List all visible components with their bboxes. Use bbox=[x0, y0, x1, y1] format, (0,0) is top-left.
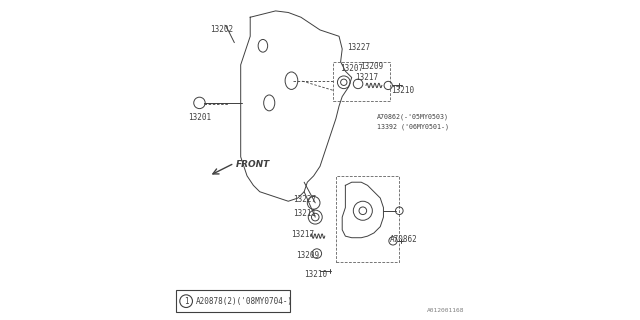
Text: FRONT: FRONT bbox=[236, 160, 270, 169]
FancyBboxPatch shape bbox=[175, 290, 290, 312]
Text: 13227: 13227 bbox=[347, 43, 370, 52]
Text: 13207: 13207 bbox=[340, 63, 364, 73]
Text: A012001168: A012001168 bbox=[427, 308, 465, 313]
Text: 13210: 13210 bbox=[392, 86, 415, 95]
Text: A70862(-'05MY0503): A70862(-'05MY0503) bbox=[377, 114, 449, 120]
Text: 13202: 13202 bbox=[211, 25, 234, 35]
Text: 13211: 13211 bbox=[293, 209, 316, 219]
Text: A20878(2)('08MY0704-): A20878(2)('08MY0704-) bbox=[196, 297, 292, 306]
Text: 1: 1 bbox=[184, 297, 188, 306]
Text: 13201: 13201 bbox=[188, 113, 211, 122]
Text: 13227: 13227 bbox=[293, 195, 316, 204]
Text: 13210: 13210 bbox=[304, 270, 327, 279]
Text: 13209: 13209 bbox=[296, 251, 319, 260]
Text: 13209: 13209 bbox=[360, 62, 383, 71]
Text: 13392 ('06MY0501-): 13392 ('06MY0501-) bbox=[377, 124, 449, 130]
Text: 13217: 13217 bbox=[291, 230, 315, 239]
Text: A70862: A70862 bbox=[390, 235, 417, 244]
Text: 13217: 13217 bbox=[356, 73, 379, 82]
